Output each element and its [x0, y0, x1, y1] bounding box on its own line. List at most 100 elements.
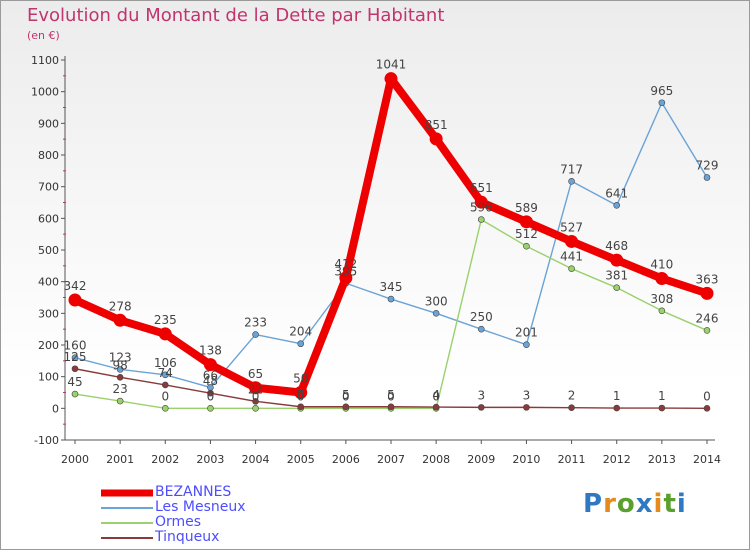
legend-swatch-les-mesneux [101, 506, 153, 509]
data-point-tinqueux [297, 403, 305, 411]
y-tick-label: 1000 [31, 86, 59, 99]
x-tick-label: 2001 [106, 453, 134, 466]
data-point-tinqueux [432, 403, 440, 411]
x-tick-label: 2007 [377, 453, 405, 466]
data-point-les-mesneux [297, 340, 305, 348]
data-point-tinqueux [252, 398, 259, 405]
data-label-ormes: 0 [207, 389, 215, 403]
legend-label-les-mesneux: Les Mesneux [155, 499, 246, 515]
data-label-ormes: 0 [432, 389, 440, 403]
data-label-tinqueux: 4 [432, 388, 440, 402]
data-point-tinqueux [207, 389, 214, 397]
data-point-les-mesneux [613, 202, 621, 209]
legend-swatch-tinqueux [101, 536, 153, 539]
logo-letter: i [653, 489, 664, 519]
logo-letter: o [616, 489, 636, 519]
data-label-les-mesneux: 729 [696, 158, 719, 172]
data-label-tinqueux: 5 [342, 388, 350, 402]
y-tick-label: 0 [52, 402, 59, 415]
data-label-les-mesneux: 717 [560, 162, 583, 176]
data-label-ormes: 441 [560, 250, 583, 264]
data-point-bezannes [203, 358, 217, 372]
data-point-ormes [568, 265, 575, 272]
x-tick-label: 2000 [61, 453, 89, 466]
data-point-ormes [71, 390, 79, 398]
data-label-bezannes: 138 [199, 344, 222, 358]
data-label-bezannes: 851 [425, 118, 448, 132]
logo-letter: x [635, 489, 654, 519]
proxiti-logo: Proxiti [583, 489, 687, 519]
legend-label-ormes: Ormes [155, 514, 202, 530]
data-label-bezannes: 589 [515, 201, 538, 215]
data-point-bezannes [384, 72, 398, 86]
data-point-ormes [523, 242, 530, 250]
logo-letter: r [603, 489, 617, 519]
data-label-les-mesneux: 395 [334, 264, 357, 278]
data-label-bezannes: 412 [334, 257, 357, 271]
data-point-les-mesneux [432, 310, 440, 317]
data-point-ormes [161, 405, 169, 412]
x-tick-label: 2013 [648, 453, 676, 466]
data-label-bezannes: 651 [470, 181, 493, 195]
data-label-tinqueux: 0 [703, 389, 711, 403]
data-label-tinqueux: 3 [523, 388, 531, 402]
series-line-bezannes [71, 74, 711, 397]
data-label-ormes: 45 [67, 375, 82, 389]
data-point-bezannes [429, 132, 443, 146]
data-point-tinqueux [523, 404, 530, 411]
y-tick-label: 500 [38, 244, 59, 257]
logo-letter: i [676, 489, 687, 519]
data-label-ormes: 246 [696, 311, 719, 325]
y-tick-label: 400 [38, 276, 59, 289]
legend-label-bezannes: BEZANNES [155, 484, 232, 500]
data-label-ormes: 308 [650, 292, 673, 306]
data-point-ormes [116, 397, 124, 405]
data-label-tinqueux: 3 [477, 388, 485, 402]
data-label-les-mesneux: 201 [515, 326, 538, 340]
data-label-tinqueux: 98 [113, 358, 128, 372]
data-point-bezannes [519, 215, 533, 229]
data-point-les-mesneux [477, 325, 485, 333]
data-point-bezannes [610, 253, 624, 267]
y-tick-label: -100 [34, 434, 59, 447]
legend-swatch-ormes [101, 521, 153, 524]
data-point-les-mesneux [658, 99, 666, 107]
data-point-ormes [703, 327, 711, 334]
data-point-tinqueux [658, 404, 666, 412]
data-label-bezannes: 1041 [376, 58, 407, 72]
data-label-bezannes: 468 [605, 239, 628, 253]
legend-item-les-mesneux: Les Mesneux [101, 500, 341, 515]
data-point-bezannes [113, 313, 127, 327]
data-label-bezannes: 235 [154, 313, 177, 327]
y-tick-label: 100 [38, 371, 59, 384]
data-point-bezannes [565, 234, 579, 248]
data-point-les-mesneux [568, 177, 575, 185]
chart-title: Evolution du Montant de la Dette par Hab… [27, 5, 445, 26]
data-point-les-mesneux [161, 371, 169, 379]
legend-item-tinqueux: Tinqueux [101, 530, 341, 545]
data-label-bezannes: 527 [560, 220, 583, 234]
x-tick-label: 2011 [558, 453, 586, 466]
legend-item-ormes: Ormes [101, 515, 341, 530]
data-label-tinqueux: 74 [158, 366, 173, 380]
data-point-bezannes [158, 327, 172, 341]
data-label-les-mesneux: 965 [650, 84, 673, 98]
data-point-ormes [207, 405, 214, 412]
y-tick-label: 200 [38, 339, 59, 352]
logo-letter: P [583, 489, 604, 519]
data-point-bezannes [294, 386, 308, 399]
data-point-tinqueux [477, 404, 485, 411]
y-tick-label: 700 [38, 181, 59, 194]
data-label-ormes: 381 [605, 269, 628, 283]
data-point-les-mesneux [252, 331, 259, 338]
data-point-les-mesneux [71, 354, 79, 361]
data-point-les-mesneux [703, 174, 711, 181]
data-label-ormes: 0 [252, 389, 260, 403]
y-tick-label: 600 [38, 212, 59, 225]
data-label-les-mesneux: 641 [605, 186, 628, 200]
x-tick-label: 2006 [332, 453, 360, 466]
data-label-tinqueux: 5 [297, 388, 305, 402]
data-label-bezannes: 410 [650, 258, 673, 272]
